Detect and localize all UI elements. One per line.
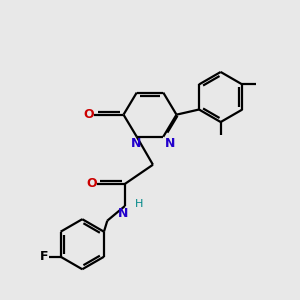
Text: O: O: [86, 177, 97, 190]
Text: H: H: [135, 199, 144, 208]
Text: N: N: [118, 206, 129, 220]
Text: N: N: [165, 137, 175, 150]
Text: F: F: [40, 250, 48, 263]
Text: N: N: [131, 137, 141, 150]
Text: O: O: [83, 108, 94, 121]
